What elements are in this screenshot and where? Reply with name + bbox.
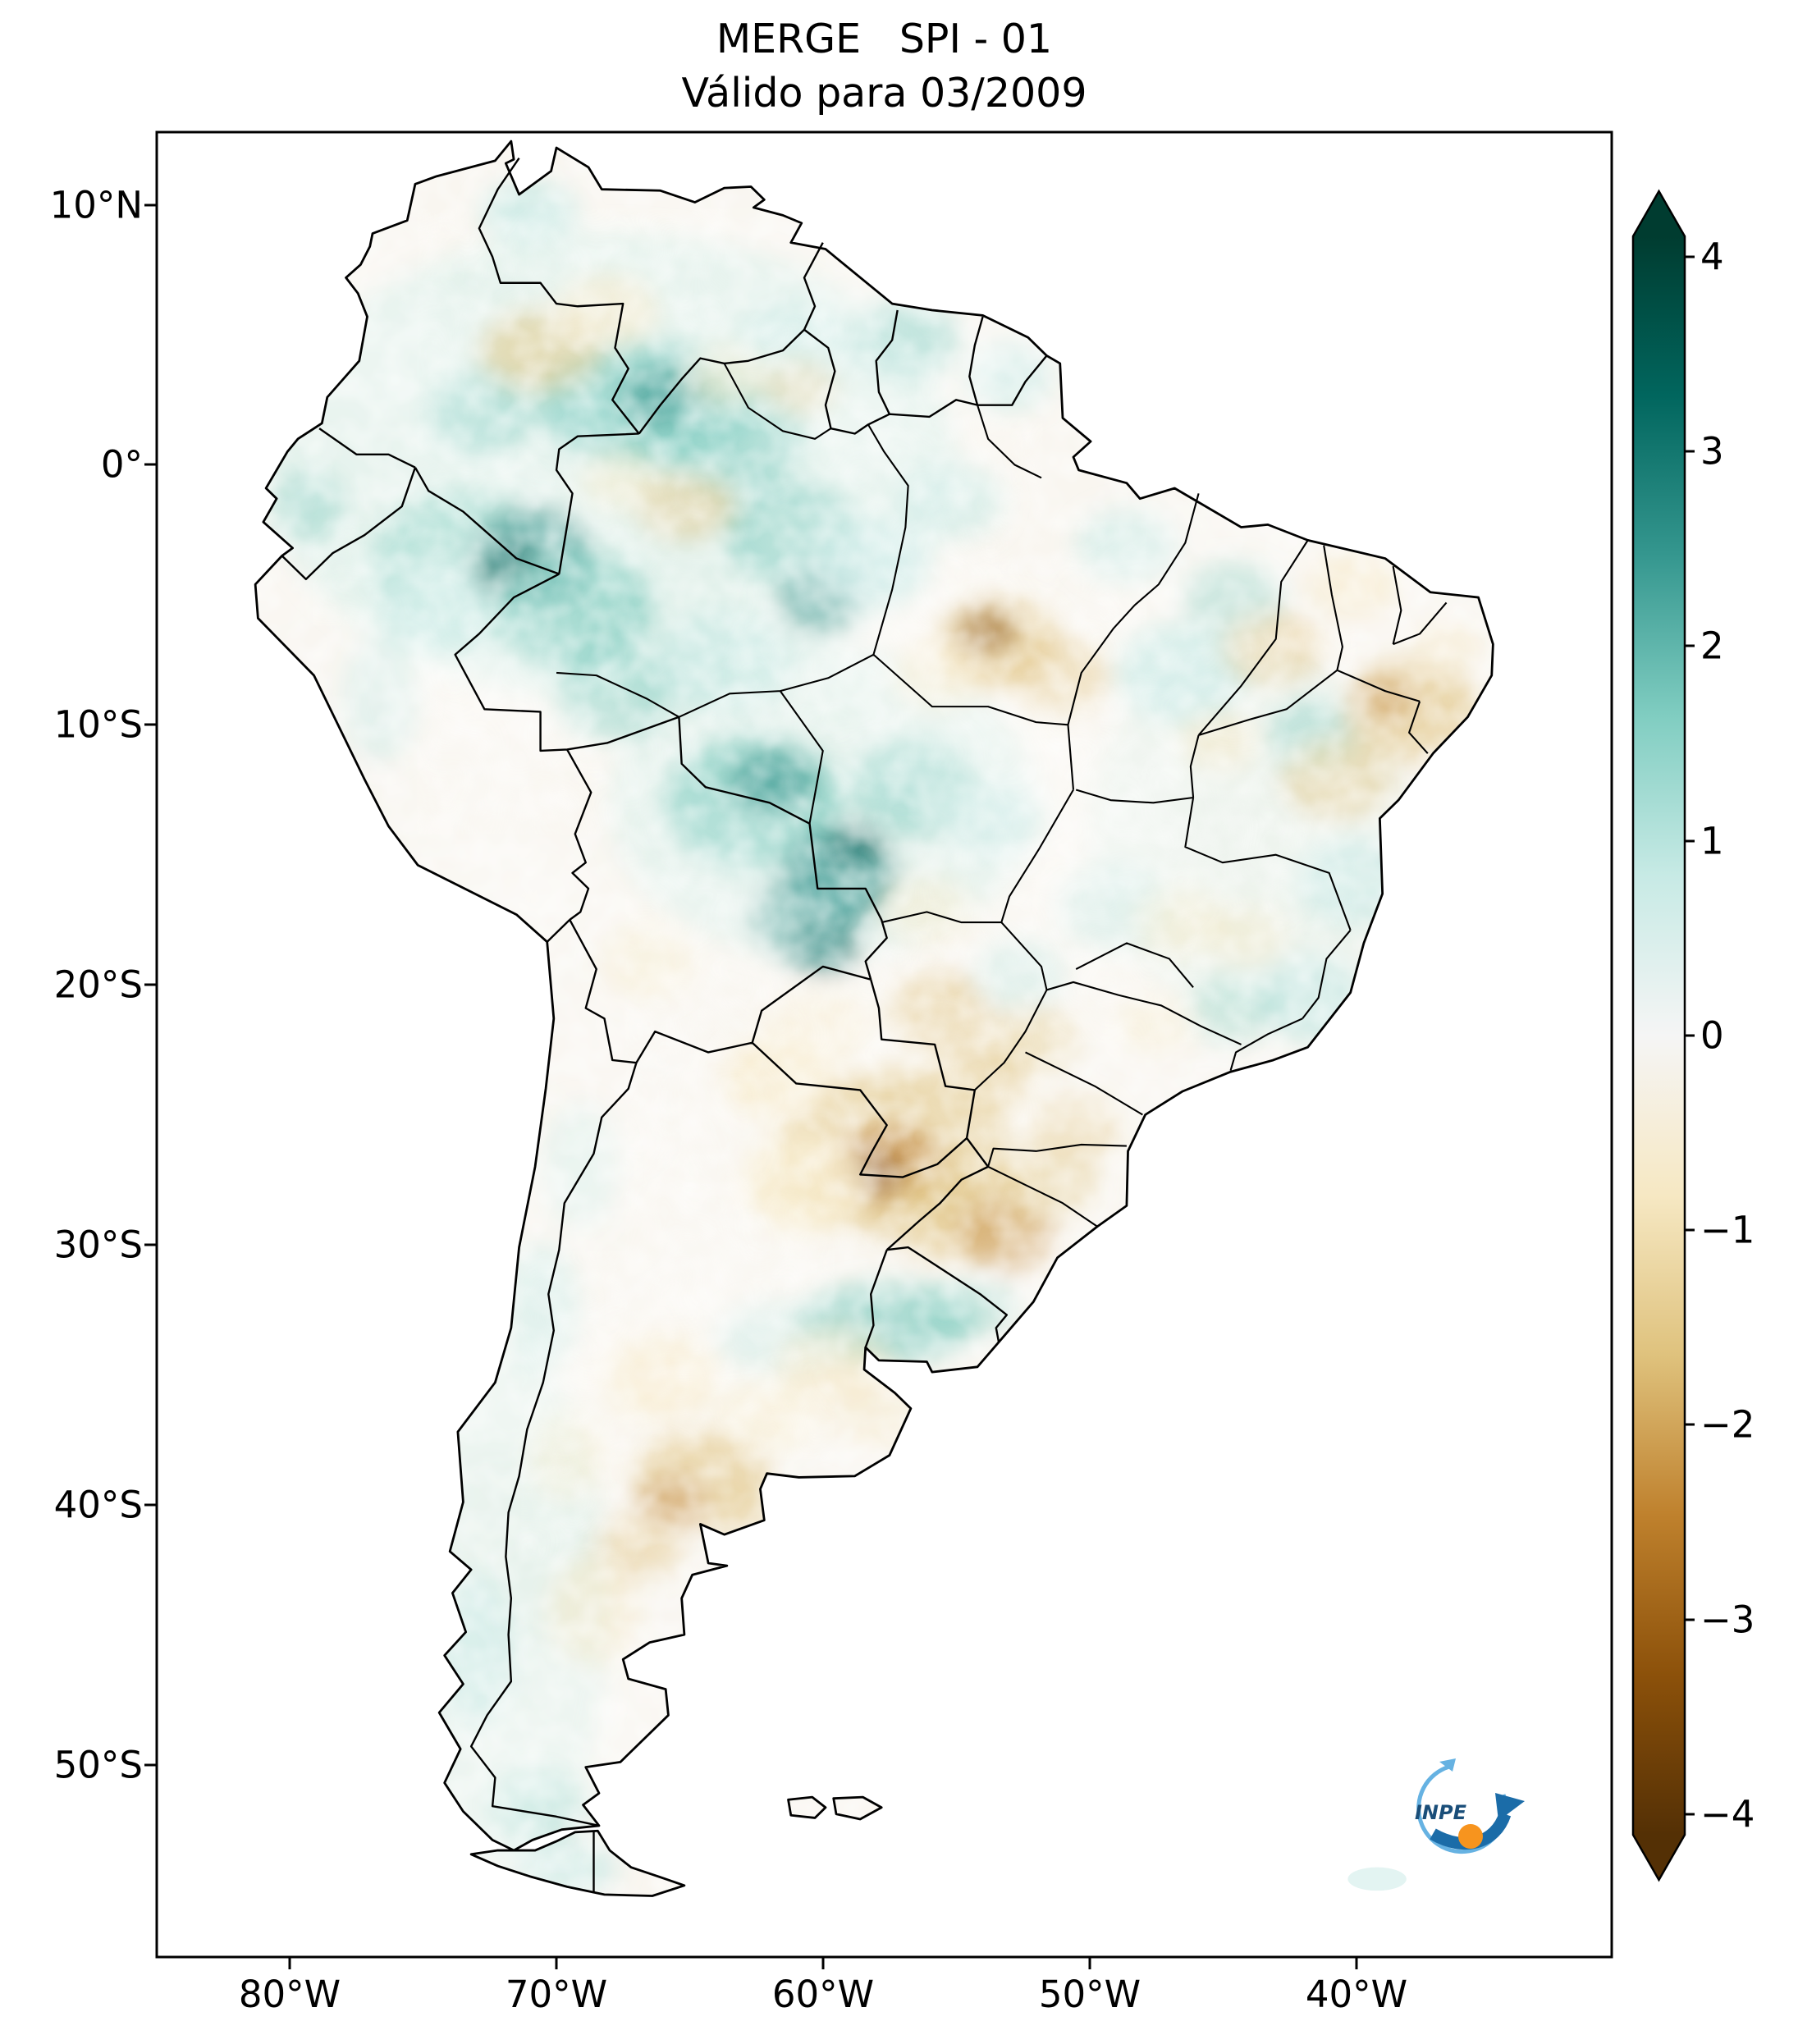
inpe-logo-orbit-arrowhead-icon bbox=[1439, 1758, 1456, 1772]
plot-frame bbox=[155, 130, 1613, 1959]
colorbar-tick-label: −2 bbox=[1700, 1402, 1755, 1447]
x-tick-label: 40°W bbox=[1305, 1973, 1408, 2016]
colorbar-tick-label: 0 bbox=[1700, 1013, 1724, 1058]
colorbar-tick-label: 2 bbox=[1700, 624, 1724, 668]
colorbar-tick-label: 1 bbox=[1700, 819, 1724, 863]
colorbar-tick-label: −1 bbox=[1700, 1208, 1755, 1252]
spi-raster-field bbox=[255, 141, 1494, 1896]
coastline bbox=[255, 141, 1493, 1895]
state-borders bbox=[556, 364, 1446, 1227]
colorbar-tick-label: −4 bbox=[1700, 1792, 1755, 1836]
figure-subtitle: Válido para 03/2009 bbox=[681, 70, 1087, 117]
noise-texture-broad bbox=[255, 141, 1494, 1896]
inpe-logo-arrowhead-icon bbox=[1495, 1793, 1525, 1821]
inpe-logo: INPE bbox=[1415, 1758, 1525, 1854]
y-tick-label: 20°S bbox=[53, 963, 143, 1007]
inpe-logo-globe-icon bbox=[1458, 1824, 1483, 1849]
inpe-logo-text: INPE bbox=[1415, 1801, 1467, 1824]
colorbar-extend-min-arrow bbox=[1633, 1835, 1685, 1880]
x-axis-ticks bbox=[288, 1957, 1358, 1969]
colorbar-extend-max-arrow bbox=[1633, 191, 1685, 236]
colorbar-gradient bbox=[1633, 236, 1685, 1835]
colorbar-ticks bbox=[1685, 255, 1695, 1816]
x-tick-label: 60°W bbox=[771, 1973, 875, 2016]
ocean-anomaly-speck bbox=[1347, 1867, 1407, 1891]
x-tick-label: 50°W bbox=[1038, 1973, 1141, 2016]
y-tick-label: 30°S bbox=[53, 1223, 143, 1267]
y-tick-label: 0° bbox=[100, 442, 143, 487]
south-america-map bbox=[144, 127, 1622, 1973]
colorbar-tick-label: 3 bbox=[1700, 429, 1724, 473]
colorbar bbox=[1631, 189, 1695, 1882]
figure-title: MERGE SPI - 01 bbox=[716, 16, 1053, 62]
x-tick-label: 70°W bbox=[505, 1973, 608, 2016]
colorbar-outline bbox=[1631, 189, 1686, 1882]
y-tick-label: 10°N bbox=[49, 183, 143, 227]
y-tick-label: 10°S bbox=[53, 702, 143, 747]
y-axis-ticks bbox=[144, 203, 157, 1767]
colorbar-tick-label: 4 bbox=[1700, 235, 1724, 279]
y-tick-label: 40°S bbox=[53, 1483, 143, 1527]
colorbar-tick-label: −3 bbox=[1700, 1598, 1755, 1642]
x-tick-label: 80°W bbox=[238, 1973, 341, 2016]
y-tick-label: 50°S bbox=[53, 1743, 143, 1787]
